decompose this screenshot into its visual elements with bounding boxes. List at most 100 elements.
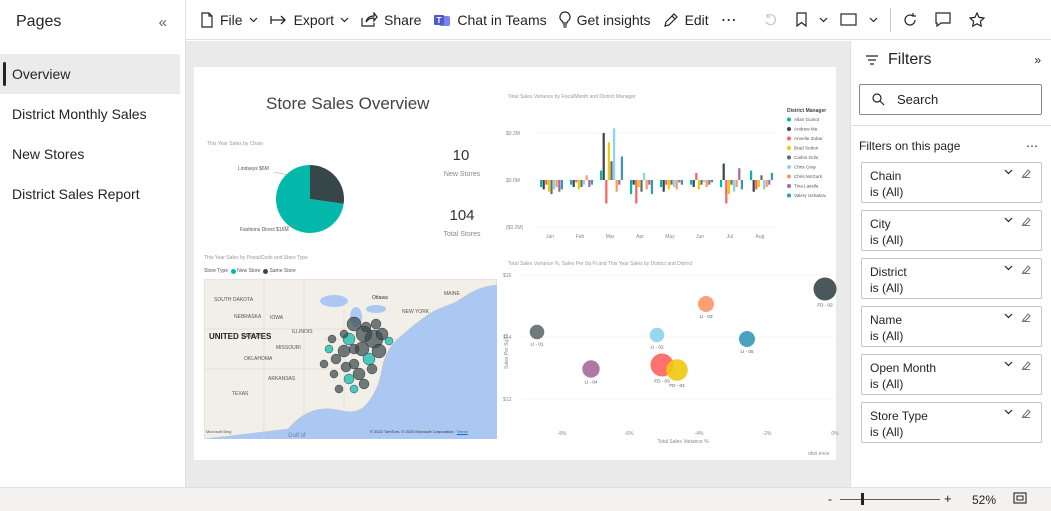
expand-filters-icon[interactable]: » <box>1034 53 1041 67</box>
variance-bar <box>607 142 610 180</box>
eraser-icon[interactable] <box>1021 312 1031 322</box>
variance-bar <box>620 156 623 180</box>
variance-bar <box>710 180 713 183</box>
view-icon <box>840 13 857 26</box>
variance-bar <box>605 180 608 204</box>
zoom-in-button[interactable]: + <box>944 491 952 506</box>
filter-card-district[interactable]: District is (All) <box>861 258 1042 299</box>
eraser-icon[interactable] <box>1021 264 1031 274</box>
scatter-chart[interactable]: $15 $14 $13 -8% -6% -4% -2% 0% Sales Per Sq Ft To… <box>499 265 839 445</box>
chat-in-teams-button[interactable]: T Chat in Teams <box>427 5 552 35</box>
map-bubble <box>360 321 372 333</box>
chevron-down-icon[interactable] <box>1004 169 1013 175</box>
insights-label: Get insights <box>576 11 651 28</box>
zoom-slider-thumb[interactable] <box>861 493 864 505</box>
legend-entry: Chris Gray <box>794 165 817 170</box>
comments-button[interactable] <box>929 5 963 35</box>
filters-header: Filters » <box>851 41 1051 79</box>
x-tick-label: Jun <box>696 234 704 240</box>
legend-dot-icon <box>787 155 791 160</box>
map-place-kansas: KANSAS <box>242 334 263 340</box>
x-tick-label: Mar <box>606 234 615 240</box>
variance-bar <box>675 180 678 190</box>
pie-slice <box>310 165 344 204</box>
report-title: Store Sales Overview <box>266 94 430 113</box>
collapse-pages-icon[interactable]: « <box>158 13 167 31</box>
report-toolbar: File Export Share T Chat in Teams Get in… <box>186 0 1051 40</box>
more-options-button[interactable]: ⋯ <box>715 5 744 35</box>
map-place-arkansas: ARKANSAS <box>268 376 296 382</box>
favorite-button[interactable] <box>963 5 997 35</box>
page-tab-overview[interactable]: Overview <box>0 54 180 94</box>
x-axis-label: Total Sales Variance % <box>657 439 709 445</box>
filters-search-input[interactable]: Search <box>859 84 1042 115</box>
map-canvas[interactable] <box>204 279 497 439</box>
x-tick-label: -2% <box>763 431 772 437</box>
refresh-button[interactable] <box>897 5 929 35</box>
chevron-down-icon[interactable] <box>1004 409 1013 415</box>
map-title: This Year Sales by PostalCode and Store … <box>204 255 308 261</box>
variance-bar <box>660 180 663 188</box>
legend-entry: Allan Guinot <box>794 117 820 122</box>
map-bubble <box>375 327 389 341</box>
filter-card-name[interactable]: Name is (All) <box>861 306 1042 347</box>
zoom-slider-track[interactable] <box>840 499 940 500</box>
eraser-icon[interactable] <box>1021 168 1031 178</box>
variance-bar <box>648 180 651 185</box>
filter-card-name: Open Month <box>870 361 937 375</box>
variance-bar <box>740 180 743 190</box>
variance-bar <box>735 180 738 188</box>
variance-bar <box>580 180 583 188</box>
variance-bar <box>650 180 653 195</box>
legend-dot-icon <box>787 174 791 179</box>
view-button[interactable] <box>834 5 884 35</box>
filters-section-more-icon[interactable]: ⋯ <box>1026 139 1038 153</box>
chevron-down-icon <box>869 17 878 22</box>
lightbulb-icon <box>559 11 571 28</box>
filter-card-city[interactable]: City is (All) <box>861 210 1042 251</box>
page-tab-district-sales-report[interactable]: District Sales Report <box>12 186 140 202</box>
scatter-bubble <box>649 327 665 343</box>
page-tab-new-stores[interactable]: New Stores <box>12 146 85 162</box>
variance-bar <box>550 180 553 195</box>
map-country-label: UNITED STATES <box>209 332 272 341</box>
chevron-down-icon[interactable] <box>1004 361 1013 367</box>
x-tick-label: 0% <box>831 431 839 437</box>
eraser-icon[interactable] <box>1021 360 1031 370</box>
chevron-down-icon[interactable] <box>1004 313 1013 319</box>
variance-bar <box>590 180 593 185</box>
variance-bar <box>577 180 580 190</box>
get-insights-button[interactable]: Get insights <box>553 5 657 35</box>
variance-bar <box>583 180 586 185</box>
search-placeholder: Search <box>897 92 939 107</box>
variance-bar <box>720 180 723 188</box>
file-menu-button[interactable]: File <box>194 5 264 35</box>
lake <box>320 295 348 307</box>
page-tab-district-monthly-sales[interactable]: District Monthly Sales <box>12 106 147 122</box>
reset-button[interactable] <box>758 5 790 35</box>
variance-bar <box>757 180 760 188</box>
kpi-new-stores-label: New Stores <box>443 171 481 178</box>
pie-label-lindseys: Lindseys $6M <box>238 166 269 172</box>
filter-card-chain[interactable]: Chain is (All) <box>861 162 1042 203</box>
variance-bar <box>690 180 693 185</box>
map-copyright: © 2022 TomTom, © 2020 Microsoft Corporat… <box>370 429 468 434</box>
export-menu-button[interactable]: Export <box>264 5 355 35</box>
map-terms-link[interactable]: Terms <box>456 429 468 434</box>
share-button[interactable]: Share <box>355 5 427 35</box>
filter-card-store-type[interactable]: Store Type is (All) <box>861 402 1042 443</box>
filter-card-open-month[interactable]: Open Month is (All) <box>861 354 1042 395</box>
chevron-down-icon[interactable] <box>1004 217 1013 223</box>
bookmark-button[interactable] <box>790 5 834 35</box>
eraser-icon[interactable] <box>1021 216 1031 226</box>
edit-button[interactable]: Edit <box>657 5 715 35</box>
variance-bar-chart[interactable]: $0.2M $0.0M ($0.2M) Jan Feb Mar Apr May Jun Jul Au… <box>504 97 834 247</box>
map-visual[interactable]: UNITED STATES SOUTH DAKOTA NEBRASKA KANS… <box>204 279 497 439</box>
fit-to-page-icon[interactable] <box>1013 492 1027 504</box>
pie-chart[interactable] <box>194 147 374 247</box>
zoom-out-button[interactable]: - <box>828 492 832 506</box>
eraser-icon[interactable] <box>1021 408 1031 418</box>
chevron-down-icon[interactable] <box>1004 265 1013 271</box>
x-tick-label: Aug <box>756 234 765 240</box>
map-legend: Store Type New Store Same Store <box>204 268 296 274</box>
